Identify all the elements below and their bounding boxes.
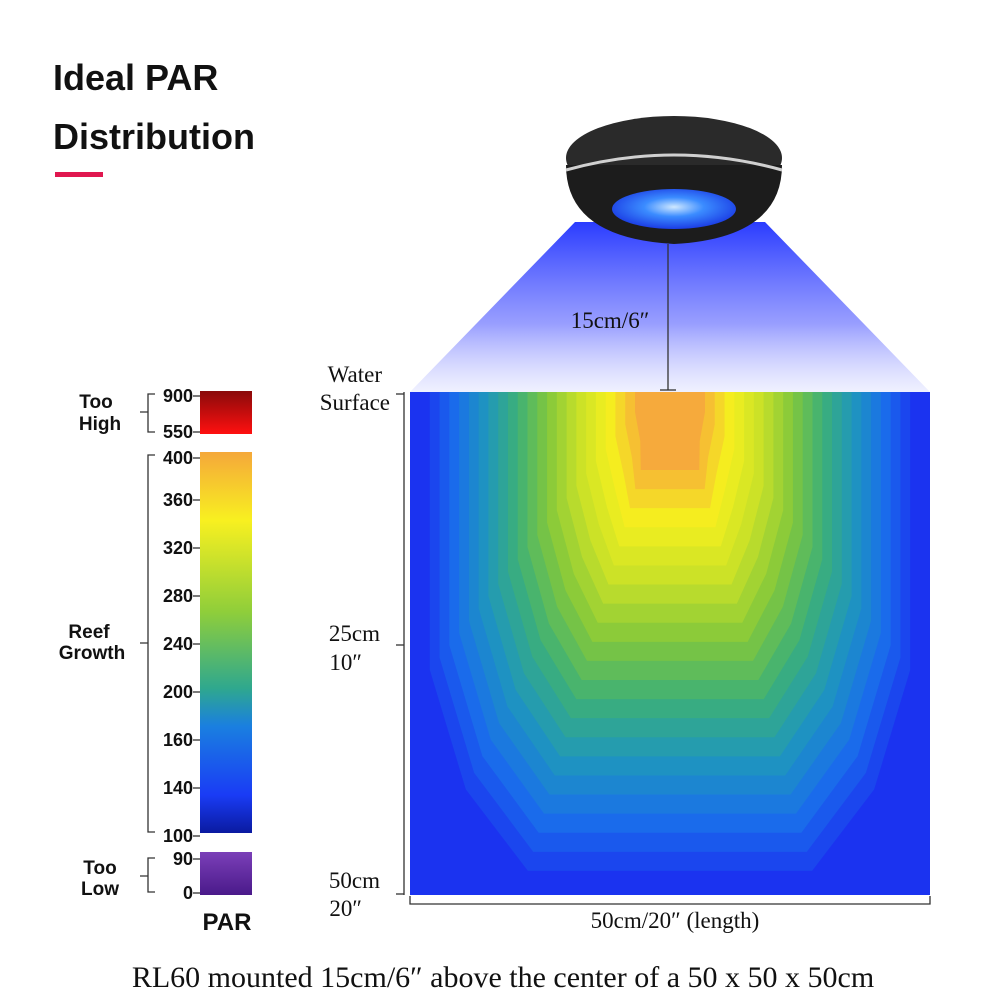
depth-label: 50cm (329, 868, 380, 893)
depth-label: Water (328, 362, 383, 387)
tick-label: 550 (163, 422, 193, 442)
lamp (565, 116, 783, 244)
light-beam (410, 222, 930, 392)
tick-label: 400 (163, 448, 193, 468)
tick-label: 90 (173, 849, 193, 869)
group-label: Too (83, 858, 116, 879)
group-label: High (79, 414, 121, 435)
depth-label: Surface (320, 390, 390, 415)
length-label: 50cm/20″ (length) (591, 908, 760, 933)
title-line: Distribution (53, 116, 255, 157)
legend-title: PAR (203, 909, 252, 936)
tick-label: 320 (163, 538, 193, 558)
group-label: Too (79, 392, 112, 413)
tick-label: 200 (163, 682, 193, 702)
tick-label: 100 (163, 826, 193, 846)
par-contour (635, 392, 705, 470)
length-axis (409, 896, 931, 905)
tick-label: 360 (163, 490, 193, 510)
depth-label: 25cm (329, 621, 380, 646)
par-heatmap (410, 392, 930, 895)
reef-growth-bar (200, 452, 252, 833)
group-label: Growth (59, 643, 126, 664)
group-label: Reef (68, 622, 110, 643)
too-high-bar (200, 391, 252, 434)
bracket (140, 393, 155, 433)
depth-label: 10″ (329, 650, 362, 675)
bracket (140, 454, 155, 833)
tick-label: 900 (163, 386, 193, 406)
tick-label: 0 (183, 883, 193, 903)
depth-label: 20″ (329, 896, 362, 921)
mount-height: 15cm/6″ (571, 308, 650, 333)
title-underline (55, 172, 103, 177)
too-low-bar (200, 852, 252, 895)
tick-label: 240 (163, 634, 193, 654)
caption: RL60 mounted 15cm/6″ above the center of… (132, 961, 874, 994)
group-label: Low (81, 879, 119, 900)
title-line: Ideal PAR (53, 57, 218, 98)
tick-label: 140 (163, 778, 193, 798)
tick-label: 160 (163, 730, 193, 750)
bracket (140, 857, 155, 893)
tick-label: 280 (163, 586, 193, 606)
